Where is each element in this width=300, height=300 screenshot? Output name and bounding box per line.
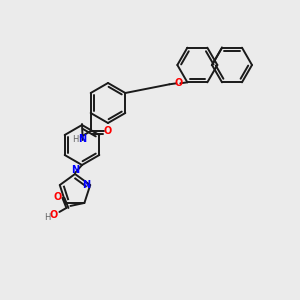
Text: N: N [71, 165, 79, 175]
Text: H: H [73, 134, 79, 143]
Text: N: N [79, 134, 87, 144]
Text: O: O [49, 210, 58, 220]
Text: O: O [174, 78, 182, 88]
Text: O: O [53, 192, 62, 202]
Text: N: N [82, 180, 90, 190]
Text: O: O [103, 126, 112, 136]
Text: H: H [44, 213, 51, 222]
